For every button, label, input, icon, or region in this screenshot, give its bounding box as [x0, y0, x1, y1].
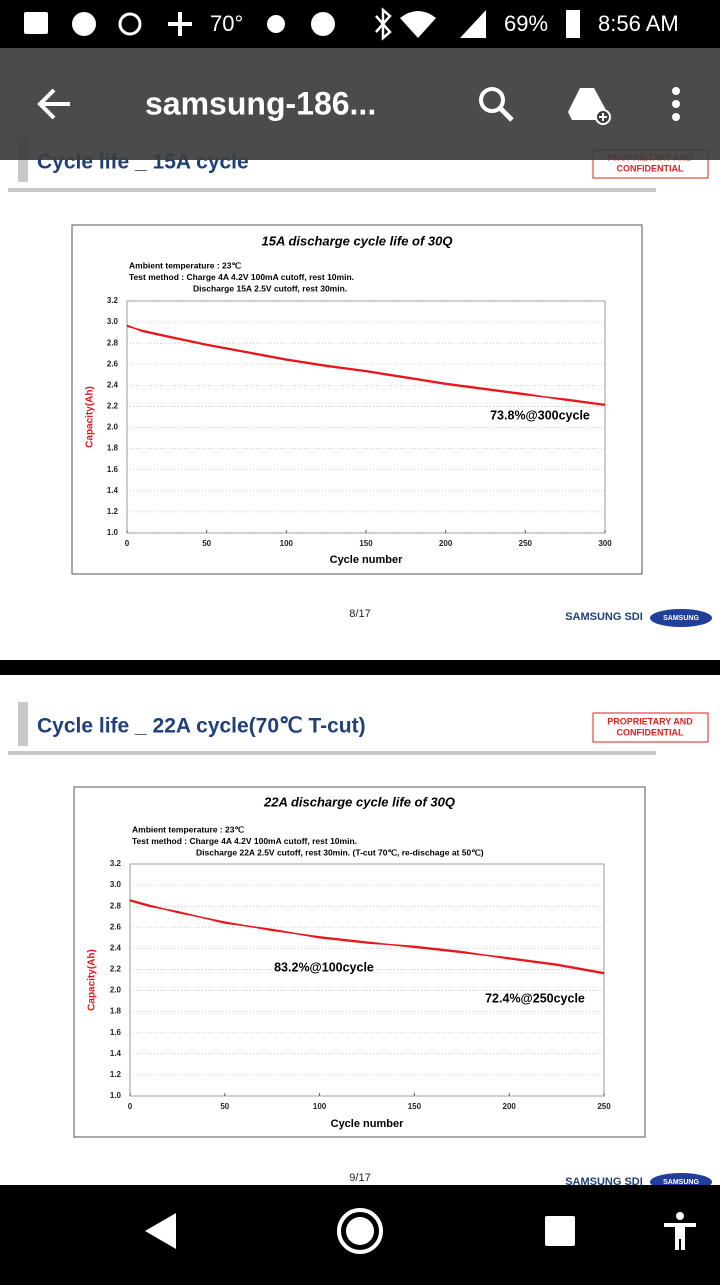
logo	[650, 609, 712, 627]
x-tick-label: 50	[202, 539, 211, 548]
y-tick-label: 1.8	[110, 1007, 122, 1016]
bluetooth-icon	[375, 7, 392, 41]
y-tick-label: 2.4	[110, 943, 122, 952]
y-tick-label: 3.0	[107, 317, 119, 326]
y-axis-label: Capacity(Ah)	[85, 386, 96, 448]
y-tick-label: 2.6	[107, 359, 119, 368]
signal-icon	[460, 10, 486, 38]
chart-title: 15A discharge cycle life of 30Q	[262, 233, 453, 248]
data-line	[129, 900, 605, 975]
chart-frame	[73, 786, 646, 1138]
nav-recents[interactable]	[545, 1216, 575, 1246]
badge-text: CONFIDENTIAL	[617, 163, 684, 173]
chart-title: 22A discharge cycle life of 30Q	[263, 794, 455, 809]
brand: SAMSUNG SDI	[565, 1176, 643, 1188]
x-tick-label: 100	[313, 1102, 327, 1111]
y-tick-label: 1.4	[107, 486, 119, 495]
rule	[8, 751, 656, 755]
status-icon	[311, 12, 335, 36]
data-line	[126, 324, 606, 405]
chart-note: Discharge 15A 2.5V cutoff, rest 30min.	[193, 283, 347, 293]
back-button[interactable]	[37, 88, 70, 120]
logo-text: SAMSUNG	[663, 615, 699, 622]
y-tick-label: 1.6	[107, 465, 119, 474]
page-number: 8/17	[349, 608, 370, 620]
data-line	[126, 325, 606, 407]
y-tick-label: 2.2	[110, 965, 122, 974]
x-tick-label: 250	[519, 539, 533, 548]
nav-back[interactable]	[145, 1213, 176, 1249]
x-tick-label: 150	[359, 539, 373, 548]
status-icon	[24, 12, 48, 34]
clock: 8:56 AM	[598, 11, 679, 36]
status-icon	[72, 12, 96, 36]
battery-level: 69%	[504, 11, 548, 36]
x-tick-label: 0	[128, 1102, 133, 1111]
page-number: 9/17	[349, 1172, 370, 1184]
y-tick-label: 1.4	[110, 1049, 122, 1058]
badge-text: CONFIDENTIAL	[617, 727, 684, 737]
y-tick-label: 3.2	[107, 296, 119, 305]
wifi-icon	[400, 11, 436, 38]
y-tick-label: 2.2	[107, 402, 119, 411]
data-line	[129, 899, 605, 974]
chart-note: Discharge 22A 2.5V cutoff, rest 30min. (…	[196, 847, 484, 857]
chart-note: Ambient temperature : 23℃	[132, 824, 244, 834]
y-tick-label: 2.6	[110, 922, 122, 931]
x-tick-label: 0	[125, 539, 130, 548]
y-tick-label: 2.8	[107, 338, 119, 347]
menu-button[interactable]	[672, 87, 680, 121]
y-tick-label: 1.2	[107, 507, 119, 516]
y-tick-label: 3.2	[110, 859, 122, 868]
y-tick-label: 3.0	[110, 880, 122, 889]
y-tick-label: 2.0	[110, 986, 122, 995]
logo-text: SAMSUNG	[663, 1179, 699, 1186]
x-tick-label: 300	[598, 539, 612, 548]
x-axis-label: Cycle number	[330, 554, 403, 566]
chart-note: Ambient temperature : 23℃	[129, 260, 241, 270]
x-tick-label: 100	[280, 539, 294, 548]
brand: SAMSUNG SDI	[565, 611, 643, 623]
y-tick-label: 1.0	[107, 528, 119, 537]
status-icon	[118, 12, 142, 36]
x-tick-label: 250	[597, 1102, 611, 1111]
y-tick-label: 2.0	[107, 423, 119, 432]
accessibility-button[interactable]	[664, 1212, 696, 1250]
app-title: samsung-186...	[145, 85, 376, 121]
drive-button[interactable]	[568, 88, 611, 125]
badge-text: PROPRIETARY AND	[607, 716, 693, 726]
x-tick-label: 50	[220, 1102, 229, 1111]
y-tick-label: 1.8	[107, 444, 119, 453]
x-tick-label: 150	[408, 1102, 422, 1111]
y-tick-label: 1.0	[110, 1091, 122, 1100]
nav-home[interactable]	[337, 1208, 383, 1254]
heading-bar	[18, 702, 28, 746]
battery-icon	[566, 10, 580, 38]
status-icon	[168, 12, 192, 36]
x-tick-label: 200	[503, 1102, 517, 1111]
page-heading: Cycle life _ 22A cycle(70℃ T-cut)	[37, 715, 366, 738]
annotation: 72.4%@250cycle	[485, 991, 585, 1005]
y-tick-label: 2.4	[107, 380, 119, 389]
annotation: 83.2%@100cycle	[274, 960, 374, 974]
x-tick-label: 200	[439, 539, 453, 548]
chart-note: Test method : Charge 4A 4.2V 100mA cutof…	[129, 272, 354, 282]
x-axis-label: Cycle number	[331, 1118, 404, 1130]
y-tick-label: 2.8	[110, 901, 122, 910]
y-axis-label: Capacity(Ah)	[87, 949, 98, 1011]
charts: 15A discharge cycle life of 30Q Ambient t…	[71, 224, 646, 1138]
search-button[interactable]	[479, 87, 514, 122]
y-tick-label: 1.2	[110, 1070, 122, 1079]
annotation: 73.8%@300cycle	[490, 408, 590, 422]
y-tick-label: 1.6	[110, 1028, 122, 1037]
rule	[8, 188, 656, 192]
temperature: 70°	[210, 11, 243, 36]
badge	[592, 712, 709, 743]
chart-note: Test method : Charge 4A 4.2V 100mA cutof…	[132, 836, 357, 846]
status-icon	[267, 15, 285, 33]
chart-frame	[71, 224, 643, 575]
